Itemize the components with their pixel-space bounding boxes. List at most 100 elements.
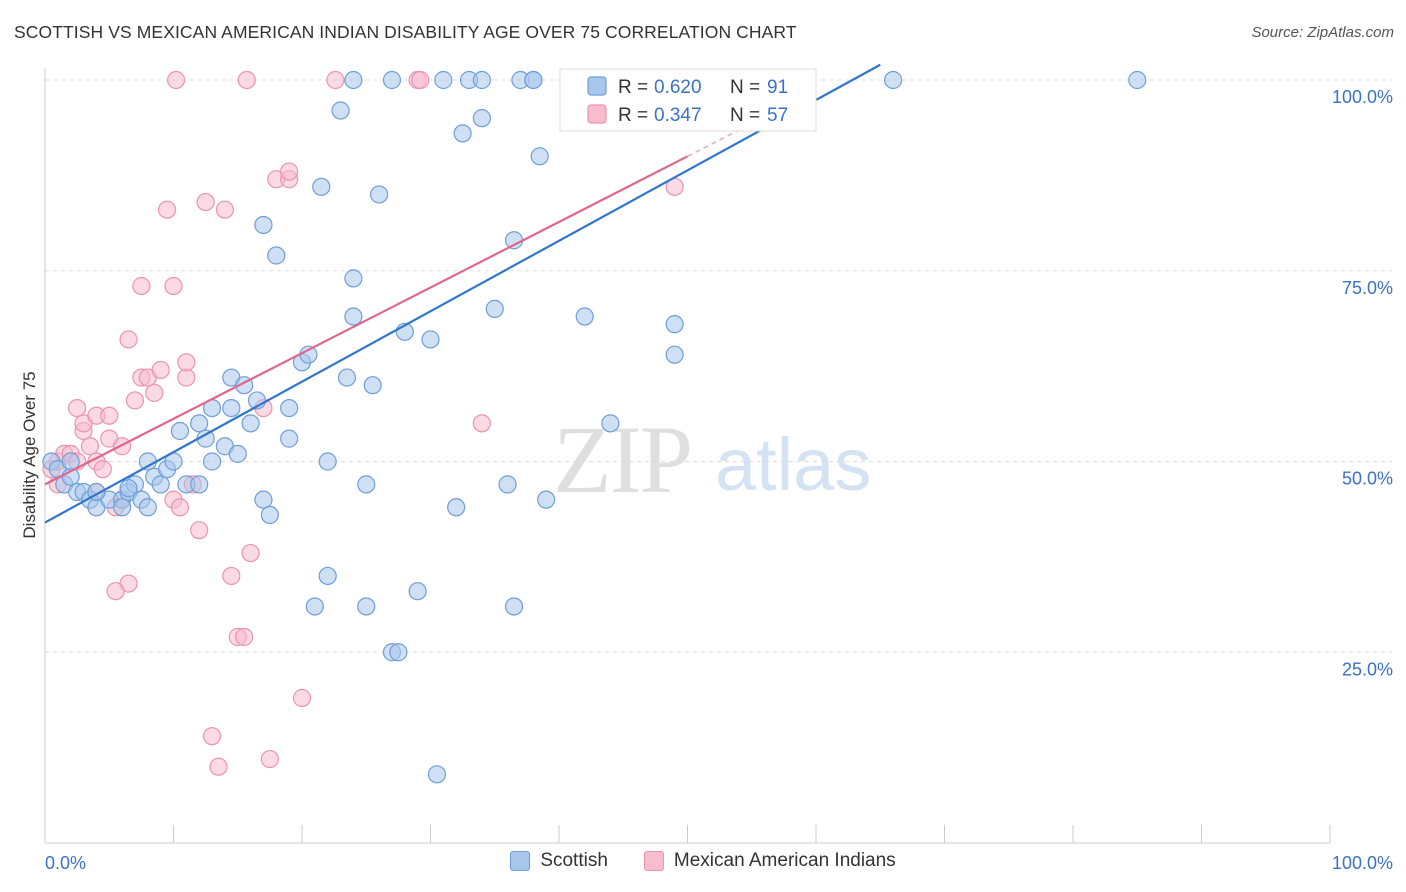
- data-point-scottish[interactable]: [267, 246, 286, 265]
- data-point-scottish[interactable]: [222, 398, 241, 418]
- data-point-mexican-american-indians[interactable]: [235, 627, 254, 647]
- data-point-scottish[interactable]: [537, 490, 556, 509]
- y-tick-labels: 25.0% 50.0% 75.0% 100.0%: [1332, 87, 1393, 679]
- data-point-scottish[interactable]: [312, 177, 331, 196]
- data-point-mexican-american-indians[interactable]: [411, 70, 430, 90]
- data-point-scottish[interactable]: [190, 414, 209, 433]
- data-point-scottish[interactable]: [357, 475, 376, 494]
- data-point-mexican-american-indians[interactable]: [132, 276, 151, 296]
- data-point-scottish[interactable]: [170, 421, 190, 441]
- data-point-mexican-american-indians[interactable]: [170, 498, 190, 517]
- data-point-mexican-american-indians[interactable]: [190, 521, 209, 540]
- data-point-scottish[interactable]: [504, 231, 524, 250]
- data-point-scottish[interactable]: [61, 452, 80, 471]
- data-point-mexican-american-indians[interactable]: [209, 757, 228, 776]
- data-point-mexican-american-indians[interactable]: [100, 406, 119, 425]
- data-point-mexican-american-indians[interactable]: [125, 391, 145, 410]
- data-point-mexican-american-indians[interactable]: [106, 582, 125, 601]
- data-point-scottish[interactable]: [524, 70, 543, 90]
- y-tick-label: 75.0%: [1342, 278, 1393, 298]
- y-tick-label: 100.0%: [1332, 87, 1393, 107]
- data-point-scottish[interactable]: [318, 452, 337, 471]
- legend-r-label: R =: [618, 105, 648, 126]
- data-point-mexican-american-indians[interactable]: [241, 543, 260, 563]
- data-point-scottish[interactable]: [280, 429, 299, 448]
- data-point-scottish[interactable]: [344, 70, 363, 90]
- data-point-scottish[interactable]: [202, 452, 222, 471]
- data-point-mexican-american-indians[interactable]: [237, 70, 256, 90]
- data-point-mexican-american-indians[interactable]: [119, 330, 138, 349]
- legend-swatch-mexican-american-indians: [643, 851, 664, 871]
- data-point-mexican-american-indians[interactable]: [215, 200, 234, 219]
- data-point-mexican-american-indians[interactable]: [196, 192, 215, 212]
- data-point-scottish[interactable]: [883, 70, 903, 90]
- data-point-scottish[interactable]: [337, 368, 357, 387]
- data-point-scottish[interactable]: [190, 475, 209, 494]
- data-point-scottish[interactable]: [138, 452, 157, 471]
- data-point-scottish[interactable]: [575, 307, 594, 326]
- data-point-mexican-american-indians[interactable]: [260, 749, 279, 769]
- legend-item-scottish[interactable]: Scottish: [510, 850, 608, 872]
- data-point-scottish[interactable]: [389, 643, 408, 662]
- data-point-scottish[interactable]: [331, 101, 350, 120]
- legend-item-mexican-american-indians[interactable]: Mexican American Indians: [643, 850, 896, 872]
- data-point-scottish[interactable]: [665, 345, 684, 364]
- data-point-mexican-american-indians[interactable]: [222, 566, 241, 586]
- data-point-scottish[interactable]: [382, 70, 402, 90]
- data-point-scottish[interactable]: [530, 147, 549, 166]
- data-point-mexican-american-indians[interactable]: [68, 398, 87, 418]
- data-point-mexican-american-indians[interactable]: [93, 460, 112, 479]
- data-point-scottish[interactable]: [408, 582, 427, 601]
- data-point-mexican-american-indians[interactable]: [80, 437, 100, 456]
- data-point-scottish[interactable]: [357, 597, 376, 616]
- data-point-mexican-american-indians[interactable]: [292, 688, 312, 708]
- data-point-mexican-american-indians[interactable]: [280, 162, 299, 181]
- data-point-mexican-american-indians[interactable]: [157, 200, 177, 219]
- data-point-scottish[interactable]: [260, 505, 279, 525]
- data-point-mexican-american-indians[interactable]: [166, 70, 186, 90]
- data-point-scottish[interactable]: [344, 269, 363, 288]
- data-point-scottish[interactable]: [228, 444, 247, 463]
- legend-swatch-scottish: [510, 851, 531, 871]
- data-point-scottish[interactable]: [504, 597, 524, 616]
- data-point-mexican-american-indians[interactable]: [151, 360, 170, 380]
- data-point-mexican-american-indians[interactable]: [177, 353, 196, 372]
- data-point-scottish[interactable]: [119, 479, 138, 498]
- data-point-mexican-american-indians[interactable]: [326, 70, 345, 90]
- legend-n-value: 57: [767, 105, 788, 126]
- data-point-scottish[interactable]: [485, 299, 504, 318]
- data-point-scottish[interactable]: [280, 398, 299, 418]
- data-point-scottish[interactable]: [151, 475, 170, 494]
- data-point-scottish[interactable]: [138, 498, 157, 517]
- gridlines: [45, 79, 1392, 653]
- data-point-scottish[interactable]: [472, 70, 491, 90]
- data-point-scottish[interactable]: [601, 414, 620, 433]
- data-point-scottish[interactable]: [1128, 70, 1147, 90]
- data-point-scottish[interactable]: [498, 475, 517, 494]
- data-point-scottish[interactable]: [427, 765, 447, 784]
- data-point-mexican-american-indians[interactable]: [164, 276, 183, 296]
- x-tick-label: 0.0%: [45, 853, 86, 873]
- data-point-mexican-american-indians[interactable]: [177, 368, 196, 387]
- data-point-scottish[interactable]: [447, 498, 466, 517]
- data-point-scottish[interactable]: [363, 376, 382, 395]
- data-point-scottish[interactable]: [318, 566, 337, 586]
- data-point-scottish[interactable]: [453, 124, 472, 143]
- data-point-scottish[interactable]: [254, 490, 273, 509]
- data-point-scottish[interactable]: [241, 414, 260, 433]
- data-point-scottish[interactable]: [305, 597, 324, 616]
- data-point-mexican-american-indians[interactable]: [202, 727, 222, 746]
- source-label: Source: ZipAtlas.com: [1251, 24, 1394, 41]
- data-point-scottish[interactable]: [421, 330, 440, 349]
- data-point-scottish[interactable]: [665, 315, 684, 334]
- data-point-scottish[interactable]: [434, 70, 453, 90]
- data-point-scottish[interactable]: [370, 185, 389, 204]
- watermark-zip: ZIP: [553, 406, 691, 513]
- data-point-scottish[interactable]: [254, 215, 273, 235]
- data-point-mexican-american-indians[interactable]: [145, 383, 164, 402]
- data-point-scottish[interactable]: [112, 498, 132, 517]
- watermark-atlas: atlas: [715, 423, 871, 506]
- data-point-mexican-american-indians[interactable]: [472, 414, 491, 433]
- data-point-scottish[interactable]: [472, 109, 491, 128]
- data-point-scottish[interactable]: [344, 307, 363, 326]
